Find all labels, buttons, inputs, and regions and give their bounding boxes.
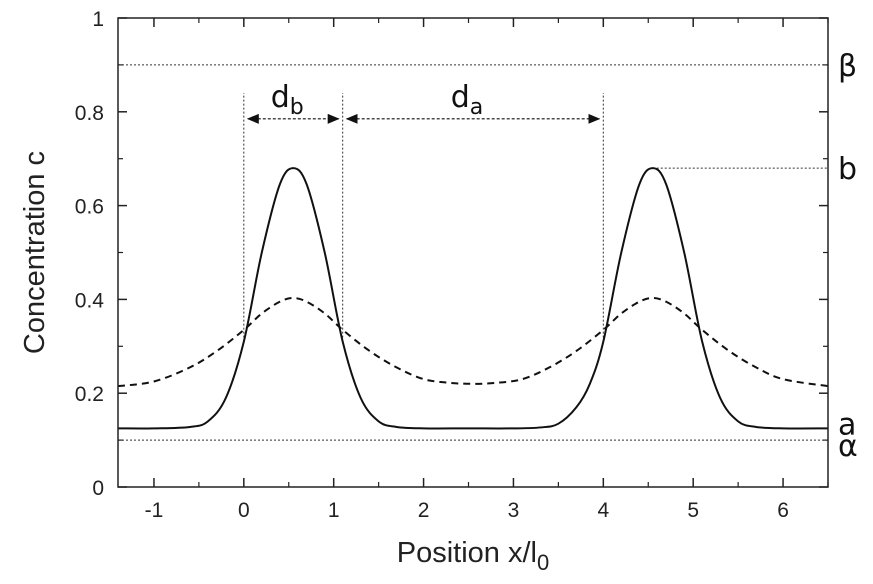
- guide-lines: [243, 93, 828, 342]
- x-tick-label: 3: [508, 499, 520, 522]
- x-tick-label: 6: [777, 499, 789, 522]
- label-da: da: [451, 80, 484, 120]
- x-tick-label: 0: [238, 499, 250, 522]
- right-annotations: β b aα: [838, 49, 858, 464]
- right-label: α: [838, 429, 858, 464]
- y-tick-label: 0.6: [75, 196, 104, 219]
- y-tick-label: 1: [92, 8, 104, 31]
- y-tick-label: 0.4: [75, 289, 105, 312]
- dimension-arrows: db da: [246, 80, 601, 124]
- axis-ticks: [118, 17, 829, 488]
- y-tick-label: 0.8: [75, 102, 104, 125]
- solid-series-line: [117, 167, 829, 430]
- right-label: a: [838, 408, 856, 443]
- y-tick-label: 0: [92, 477, 104, 500]
- y-tick-label: 0.2: [75, 383, 104, 406]
- x-tick-label: 5: [687, 499, 699, 522]
- right-label: b: [838, 152, 857, 187]
- y-axis-label: Concentration c: [19, 151, 51, 354]
- x-axis-label: Position x/l0: [397, 537, 549, 575]
- plot-frame: [117, 17, 829, 488]
- reference-lines: [118, 64, 828, 441]
- label-db: db: [271, 80, 304, 120]
- dashed-series-line: [117, 296, 829, 388]
- x-tick-label: 4: [597, 499, 609, 522]
- x-tick-label: 1: [328, 499, 340, 522]
- series-layer: [117, 167, 829, 430]
- tick-labels: -1 0 1 2 3 4 5 6 0 0.2 0.4 0.6 0.8 1: [75, 8, 789, 522]
- x-axis-label-main: Position x/l: [397, 537, 537, 569]
- x-tick-label: -1: [145, 499, 164, 522]
- x-axis-label-subscript: 0: [537, 550, 549, 575]
- right-label: β: [838, 49, 857, 84]
- x-tick-label: 2: [418, 499, 430, 522]
